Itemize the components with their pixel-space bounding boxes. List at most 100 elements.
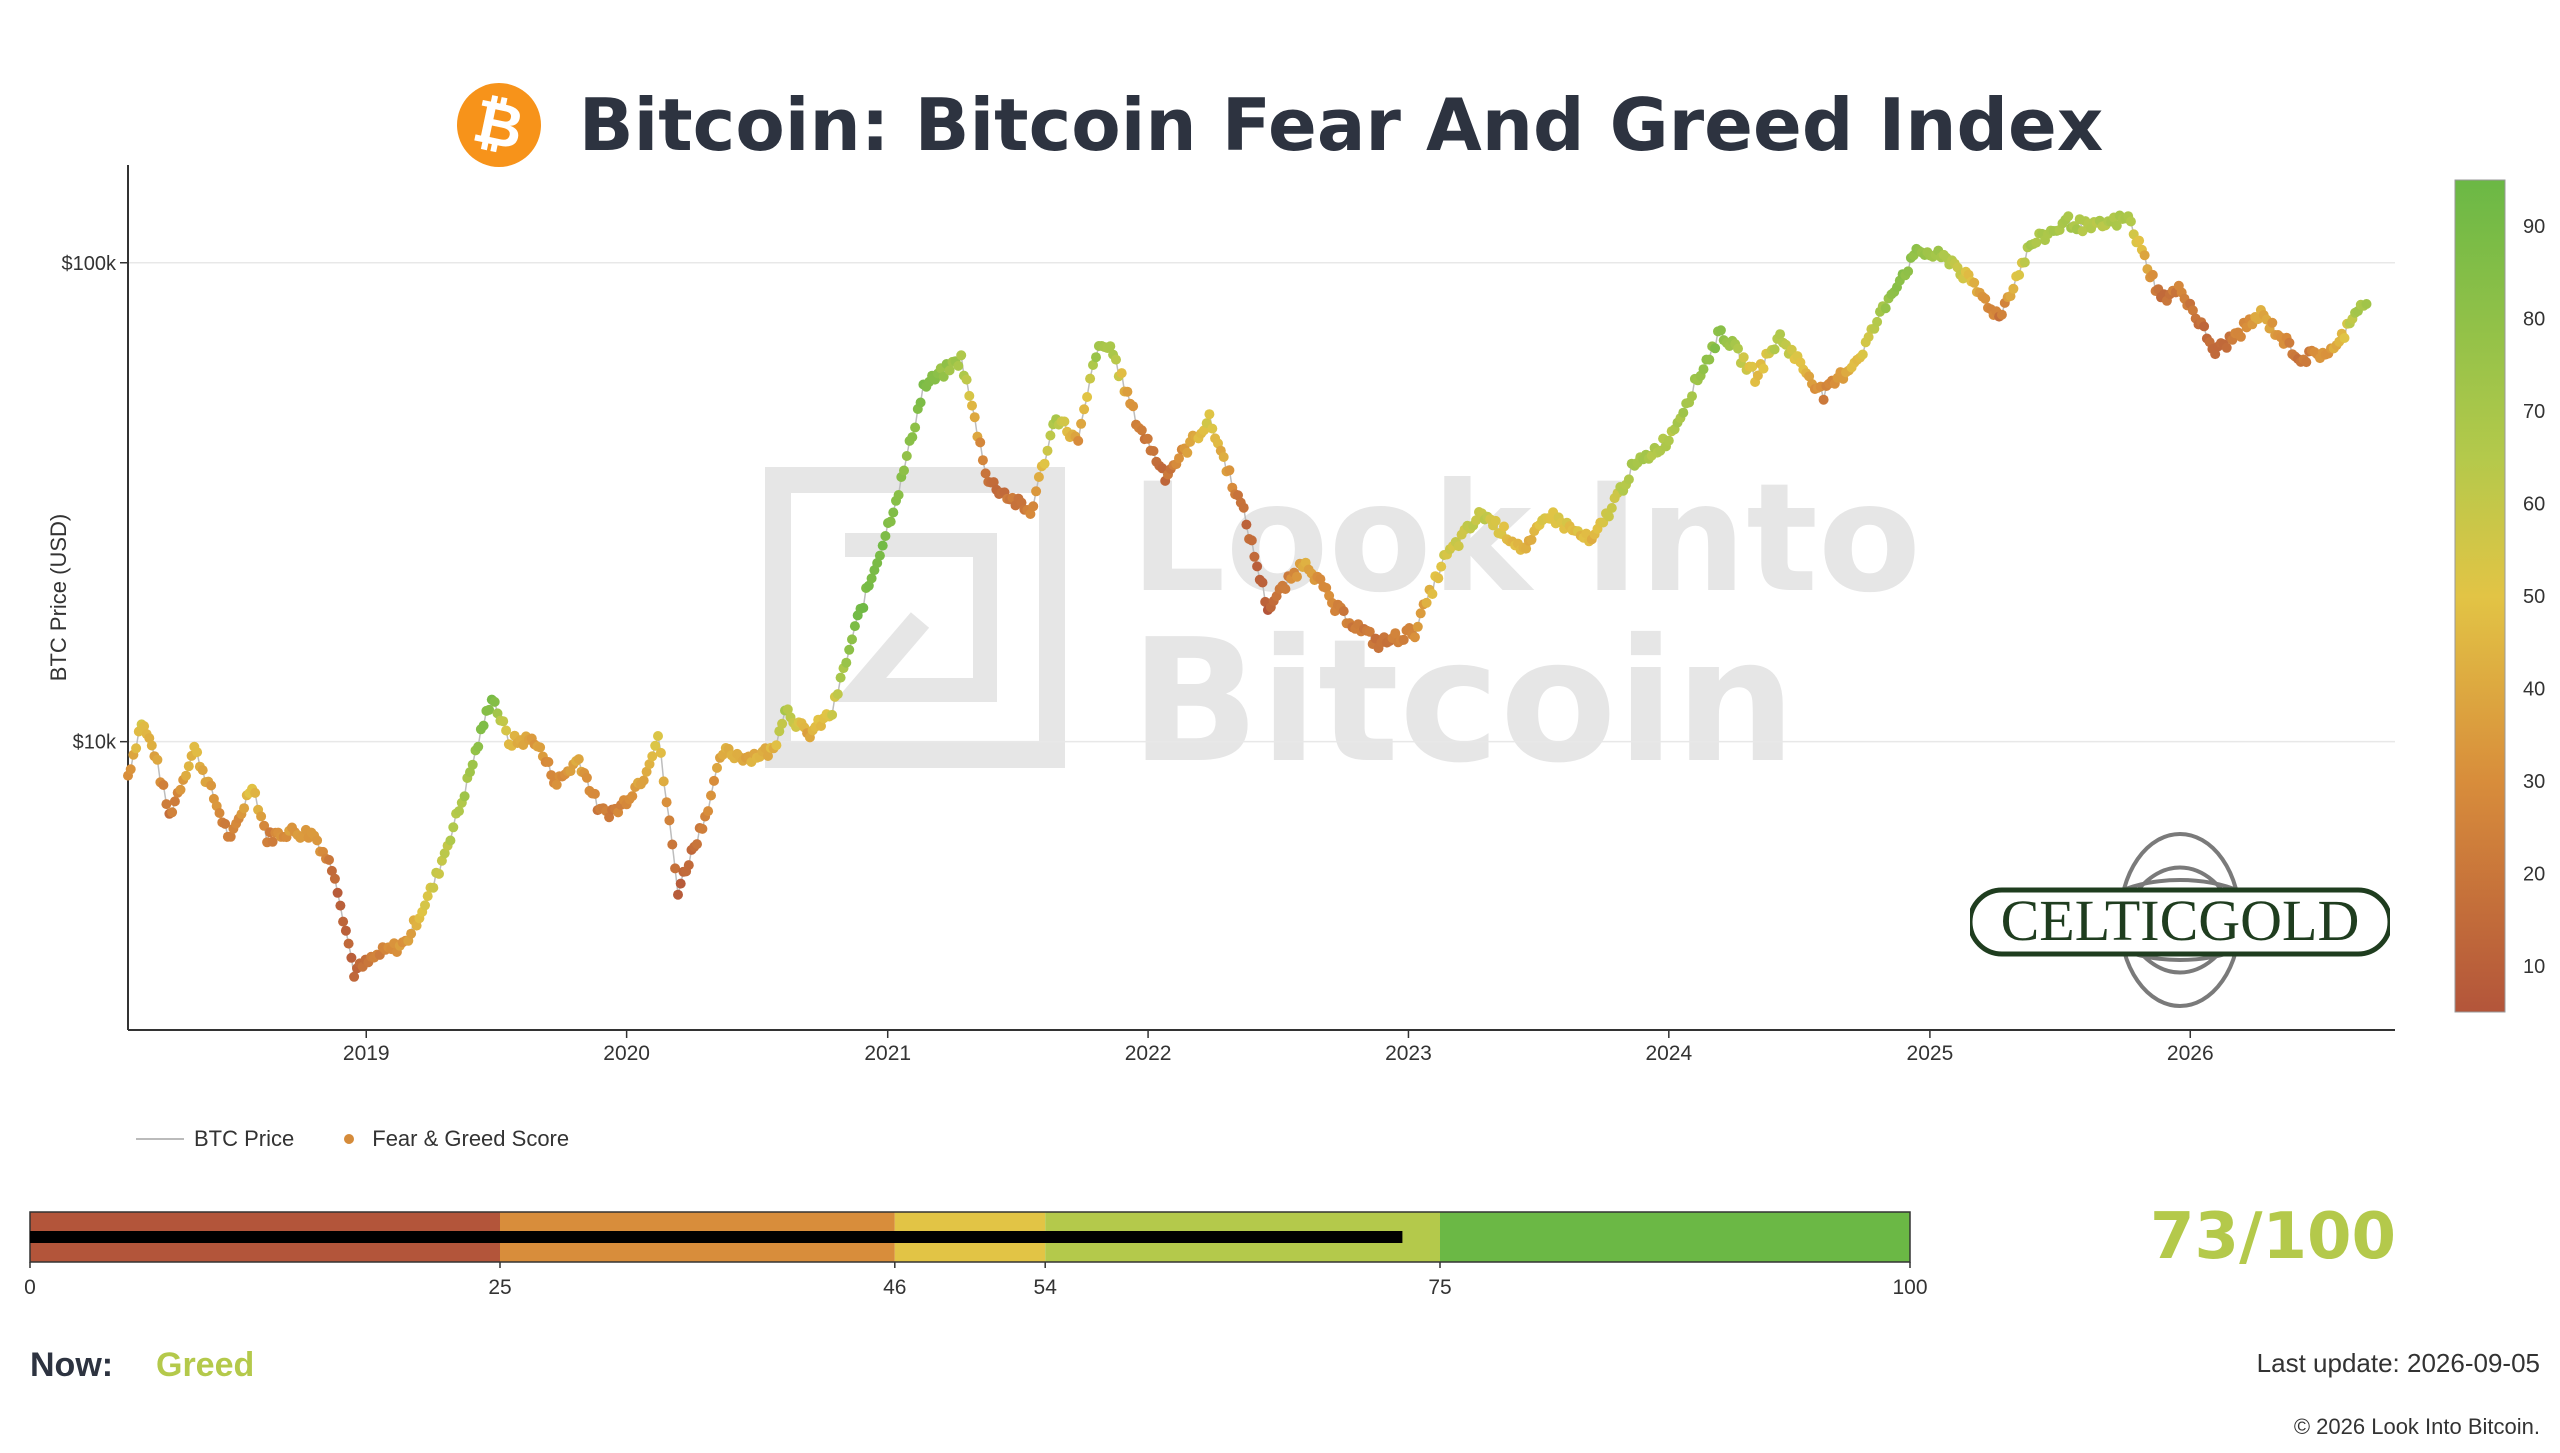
fear-greed-point xyxy=(1969,277,1980,288)
fear-greed-point xyxy=(771,740,782,751)
fear-greed-point xyxy=(2199,321,2210,332)
fear-greed-point xyxy=(175,784,186,795)
x-tick-label: 2022 xyxy=(1125,1042,1172,1065)
fear-greed-point xyxy=(667,839,678,850)
fear-greed-point xyxy=(428,882,439,893)
fear-greed-point xyxy=(546,770,557,781)
fear-greed-point xyxy=(1033,472,1044,482)
fear-greed-point xyxy=(1738,352,1749,363)
fear-greed-point xyxy=(2139,250,2150,261)
x-tick-label: 2019 xyxy=(343,1042,390,1065)
fear-greed-point xyxy=(1710,343,1721,354)
fear-greed-point xyxy=(877,540,888,551)
fear-greed-point xyxy=(1148,446,1159,456)
fear-greed-point xyxy=(627,791,638,802)
legend-item-fear-greed[interactable]: Fear & Greed Score xyxy=(372,1126,570,1151)
fear-greed-point xyxy=(1174,453,1184,464)
watermark-line2: Bitcoin xyxy=(1130,603,1796,801)
fear-greed-point xyxy=(841,657,852,668)
fear-greed-point xyxy=(709,775,719,786)
bitcoin-logo-icon: ₿ xyxy=(456,83,541,167)
fear-greed-point xyxy=(604,812,615,823)
colorbar-tick-label: 60 xyxy=(2523,494,2545,516)
fear-greed-point xyxy=(2235,331,2246,342)
colorbar-tick-label: 40 xyxy=(2523,678,2545,700)
x-tick-label: 2024 xyxy=(1645,1042,1692,1065)
fear-greed-point xyxy=(1073,435,1084,446)
gauge-segment xyxy=(1440,1212,1910,1262)
fear-greed-point xyxy=(888,507,899,518)
colorbar-tick-label: 50 xyxy=(2523,586,2545,608)
fear-greed-point xyxy=(581,772,592,783)
fear-greed-point xyxy=(312,835,323,846)
fear-greed-point xyxy=(467,759,478,770)
fear-greed-point xyxy=(434,868,444,879)
fear-greed-point xyxy=(406,928,417,939)
celticgold-logo: CELTICGOLD xyxy=(1970,832,2390,1008)
fear-greed-point xyxy=(1499,521,1509,532)
fear-greed-point xyxy=(1321,582,1332,593)
fear-greed-point xyxy=(256,811,267,822)
fear-greed-point xyxy=(239,803,250,814)
fear-greed-point xyxy=(346,952,357,963)
fear-greed-point xyxy=(910,422,921,433)
fear-greed-point xyxy=(915,397,926,408)
gauge-tick-label: 0 xyxy=(24,1276,36,1299)
fear-greed-point xyxy=(899,465,909,476)
fear-greed-point xyxy=(192,747,203,758)
colorbar-tick-label: 90 xyxy=(2523,216,2545,238)
watermark-square xyxy=(765,467,1065,768)
fear-greed-point xyxy=(650,740,661,751)
fear-greed-point xyxy=(489,696,500,707)
fear-greed-point xyxy=(225,831,236,842)
fear-greed-point xyxy=(1364,626,1375,637)
colorbar-tick-label: 70 xyxy=(2523,401,2545,423)
fear-greed-point xyxy=(2267,317,2278,328)
fear-greed-point xyxy=(1409,632,1420,643)
fear-greed-point xyxy=(1142,433,1153,444)
x-tick-label: 2023 xyxy=(1385,1042,1432,1065)
fear-greed-point xyxy=(181,770,191,781)
fear-greed-point xyxy=(1704,354,1715,365)
fear-greed-point xyxy=(782,704,793,715)
fear-greed-point xyxy=(1733,343,1743,354)
fear-greed-point xyxy=(893,490,904,500)
legend-item-btc-price[interactable]: BTC Price xyxy=(194,1126,295,1151)
fear-greed-point xyxy=(664,815,675,826)
fear-greed-point xyxy=(964,390,975,401)
fear-greed-point xyxy=(847,634,857,645)
fear-greed-point xyxy=(2125,216,2136,227)
fear-greed-point xyxy=(1182,447,1193,458)
fear-greed-point xyxy=(1678,407,1689,418)
fear-greed-point xyxy=(641,766,652,777)
fear-greed-point xyxy=(988,477,999,488)
fear-greed-point xyxy=(1521,543,1532,554)
fear-greed-point xyxy=(901,451,912,461)
fear-greed-point xyxy=(573,754,584,765)
fear-greed-point xyxy=(1775,329,1786,340)
fear-greed-point xyxy=(1025,509,1036,519)
y-axis-label: BTC Price (USD) xyxy=(46,514,71,681)
fear-greed-point xyxy=(1111,354,1121,365)
celticgold-logo-text: CELTICGOLD xyxy=(2001,888,2360,953)
fear-greed-point xyxy=(1603,511,1614,522)
x-tick-label: 2026 xyxy=(2167,1042,2214,1065)
fear-greed-point xyxy=(1338,606,1349,617)
fear-greed-point xyxy=(2221,342,2232,353)
fear-greed-point xyxy=(638,775,649,786)
fear-greed-point xyxy=(161,799,172,810)
fear-greed-point xyxy=(703,806,714,817)
fear-greed-point xyxy=(1116,368,1127,379)
fear-greed-point xyxy=(139,721,150,732)
fear-greed-point xyxy=(712,762,722,773)
fear-greed-point xyxy=(329,873,340,884)
fear-greed-point xyxy=(2111,220,2122,231)
fear-greed-point xyxy=(866,573,877,584)
fear-greed-point xyxy=(1471,515,1482,526)
fear-greed-point xyxy=(1136,425,1147,436)
fear-greed-point xyxy=(1280,584,1291,594)
gauge-tick-label: 46 xyxy=(883,1276,906,1299)
fear-greed-point xyxy=(938,371,949,382)
fear-greed-point xyxy=(1436,561,1447,572)
